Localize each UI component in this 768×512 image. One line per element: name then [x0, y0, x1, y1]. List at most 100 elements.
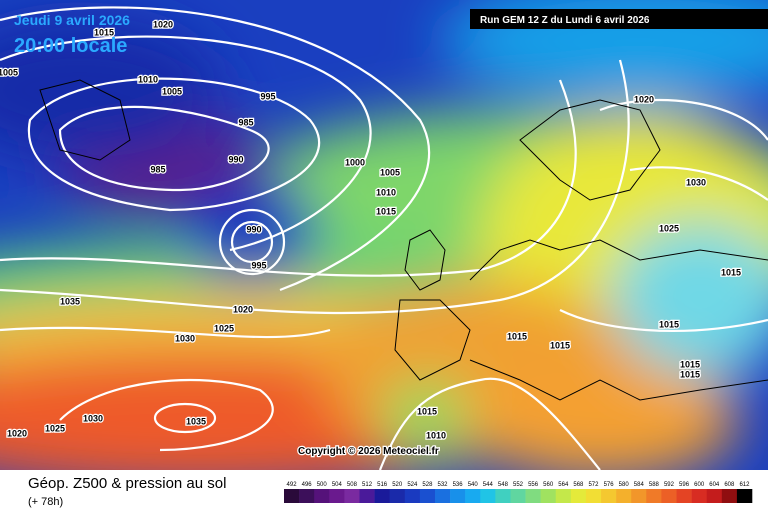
colorbar-swatch	[495, 489, 511, 503]
colorbar-label: 600	[694, 482, 705, 488]
colorbar-label: 532	[438, 482, 449, 488]
isobars	[0, 6, 768, 470]
colorbar-swatch	[570, 489, 587, 503]
isobar-label: 1015	[376, 206, 396, 216]
isobar-label: 1030	[175, 333, 195, 343]
isobar-label: 990	[228, 154, 243, 164]
colorbar-label: 536	[453, 482, 464, 488]
colorbar-label: 552	[513, 482, 524, 488]
colorbar-swatch	[359, 489, 375, 503]
copyright: Copyright © 2026 Meteociel.fr	[298, 446, 439, 457]
isobar-label: 1000	[345, 157, 365, 167]
colorbar-swatch	[585, 489, 602, 503]
footer-title: Géop. Z500 & pression au sol	[28, 475, 226, 492]
colorbar-label: 560	[543, 482, 554, 488]
colorbar-label: 568	[573, 482, 584, 488]
colorbar-label: 556	[528, 482, 539, 488]
colorbar-label: 612	[739, 482, 750, 488]
colorbar-swatch	[284, 489, 300, 503]
colorbar-label: 508	[347, 482, 358, 488]
isobar-label: 1025	[45, 423, 65, 433]
colorbar-label: 580	[619, 482, 630, 488]
colorbar-label: 500	[317, 482, 328, 488]
isobar-label: 1005	[162, 86, 182, 96]
colorbar-swatch	[389, 489, 406, 503]
colorbar-label: 540	[468, 482, 479, 488]
colorbar-swatch	[480, 489, 496, 503]
colorbar-label: 588	[649, 482, 660, 488]
colorbar-label: 504	[332, 482, 343, 488]
colorbar-swatch	[510, 489, 526, 503]
isobar-label: 995	[260, 91, 275, 101]
isobar-label: 1025	[214, 323, 234, 333]
isobar-label: 1025	[659, 223, 679, 233]
colorbar-swatch	[465, 489, 481, 503]
isobar-label: 1015	[417, 406, 437, 416]
isobar-label: 1010	[426, 430, 446, 440]
isobar-label: 1030	[83, 413, 103, 423]
isobar-label: 995	[251, 260, 266, 270]
colorbar-label: 604	[709, 482, 720, 488]
isobar-label: 1020	[153, 19, 173, 29]
colorbar-swatch	[314, 489, 330, 503]
colorbar-label: 520	[392, 482, 403, 488]
colorbar-swatch	[344, 489, 360, 503]
colorbar-label: 608	[724, 482, 735, 488]
isobar-label: 1005	[0, 67, 18, 77]
colorbar-swatch	[691, 489, 708, 503]
colorbar-label: 512	[362, 482, 373, 488]
isobar-label: 1010	[138, 74, 158, 84]
colorbar: 492 496 500 504 508 512 516 520 524 528 532 536 540 5…	[284, 482, 753, 503]
colorbar-swatch	[299, 489, 315, 503]
colorbar-label: 596	[679, 482, 690, 488]
coastlines	[39, 79, 768, 401]
run-label: Run GEM 12 Z du Lundi 6 avril 2026	[480, 15, 650, 26]
colorbar-label: 524	[407, 482, 418, 488]
colorbar-swatch	[736, 489, 753, 503]
colorbar-swatch	[661, 489, 677, 503]
colorbar-swatch	[540, 489, 557, 503]
colorbar-label: 528	[422, 482, 433, 488]
colorbar-swatch	[601, 489, 617, 503]
isobar-label: 1020	[634, 94, 654, 104]
run-box	[470, 9, 768, 29]
time-label: 20:00 locale	[14, 35, 127, 57]
colorbar-swatch	[555, 489, 572, 503]
colorbar-label: 492	[287, 482, 298, 488]
footer-lead: (+ 78h)	[28, 496, 63, 508]
isobar-label: 1030	[686, 177, 706, 187]
colorbar-swatch	[404, 489, 421, 503]
isobar-label: 1015	[550, 340, 570, 350]
colorbar-swatch	[419, 489, 436, 503]
colorbar-label: 544	[483, 482, 494, 488]
isobar-label: 1015	[721, 267, 741, 277]
isobar-label: 990	[246, 224, 261, 234]
isobar-label: 1035	[60, 296, 80, 306]
map-field	[0, 0, 768, 470]
colorbar-label: 516	[377, 482, 388, 488]
isobar-label: 1015	[507, 331, 527, 341]
colorbar-swatch	[374, 489, 390, 503]
colorbar-swatch	[525, 489, 541, 503]
date-label: Jeudi 9 avril 2026	[14, 12, 130, 28]
colorbar-label: 548	[498, 482, 509, 488]
isobar-label: 1035	[186, 416, 206, 426]
colorbar-label: 576	[604, 482, 615, 488]
colorbar-label: 564	[558, 482, 569, 488]
colorbar-label: 572	[588, 482, 599, 488]
isobar-label: 1020	[233, 304, 253, 314]
isobar-label: 1005	[380, 167, 400, 177]
isobar-label: 1010	[376, 187, 396, 197]
colorbar-swatch	[721, 489, 738, 503]
colorbar-swatch	[329, 489, 345, 503]
isobar-label: 985	[238, 117, 253, 127]
colorbar-swatch	[434, 489, 451, 503]
isobar-label: 1020	[7, 428, 27, 438]
isobar-labels: 1020 1015 1005 1010 1005 995 985 990 985 1000 1005…	[0, 18, 742, 442]
colorbar-swatch	[706, 489, 723, 503]
colorbar-label: 496	[302, 482, 313, 488]
colorbar-swatch	[616, 489, 632, 503]
isobar-label: 1015	[659, 319, 679, 329]
colorbar-label: 584	[634, 482, 645, 488]
